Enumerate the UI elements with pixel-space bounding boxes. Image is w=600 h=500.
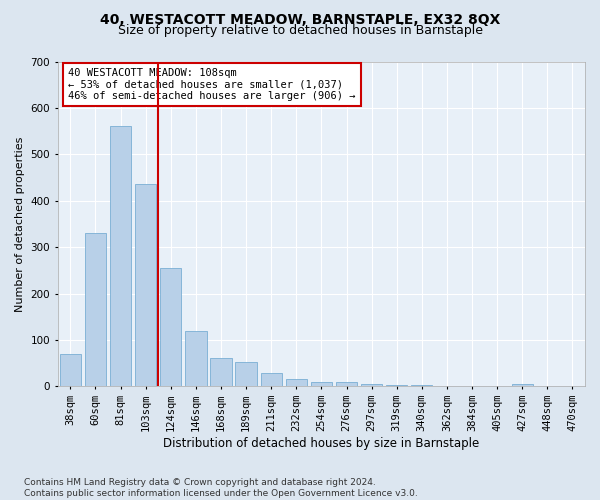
Bar: [336, 382, 357, 386]
Bar: [160, 268, 181, 386]
Text: Size of property relative to detached houses in Barnstaple: Size of property relative to detached ho…: [118, 24, 482, 37]
X-axis label: Distribution of detached houses by size in Barnstaple: Distribution of detached houses by size …: [163, 437, 479, 450]
Bar: [260, 374, 282, 386]
Bar: [85, 233, 106, 386]
Bar: [135, 184, 157, 386]
Bar: [386, 385, 407, 386]
Bar: [211, 358, 232, 386]
Bar: [361, 384, 382, 386]
Bar: [512, 384, 533, 386]
Y-axis label: Number of detached properties: Number of detached properties: [15, 136, 25, 312]
Text: 40 WESTACOTT MEADOW: 108sqm
← 53% of detached houses are smaller (1,037)
46% of : 40 WESTACOTT MEADOW: 108sqm ← 53% of det…: [68, 68, 356, 101]
Bar: [110, 126, 131, 386]
Bar: [60, 354, 81, 386]
Bar: [311, 382, 332, 386]
Bar: [286, 380, 307, 386]
Bar: [185, 330, 206, 386]
Text: Contains HM Land Registry data © Crown copyright and database right 2024.
Contai: Contains HM Land Registry data © Crown c…: [24, 478, 418, 498]
Text: 40, WESTACOTT MEADOW, BARNSTAPLE, EX32 8QX: 40, WESTACOTT MEADOW, BARNSTAPLE, EX32 8…: [100, 12, 500, 26]
Bar: [235, 362, 257, 386]
